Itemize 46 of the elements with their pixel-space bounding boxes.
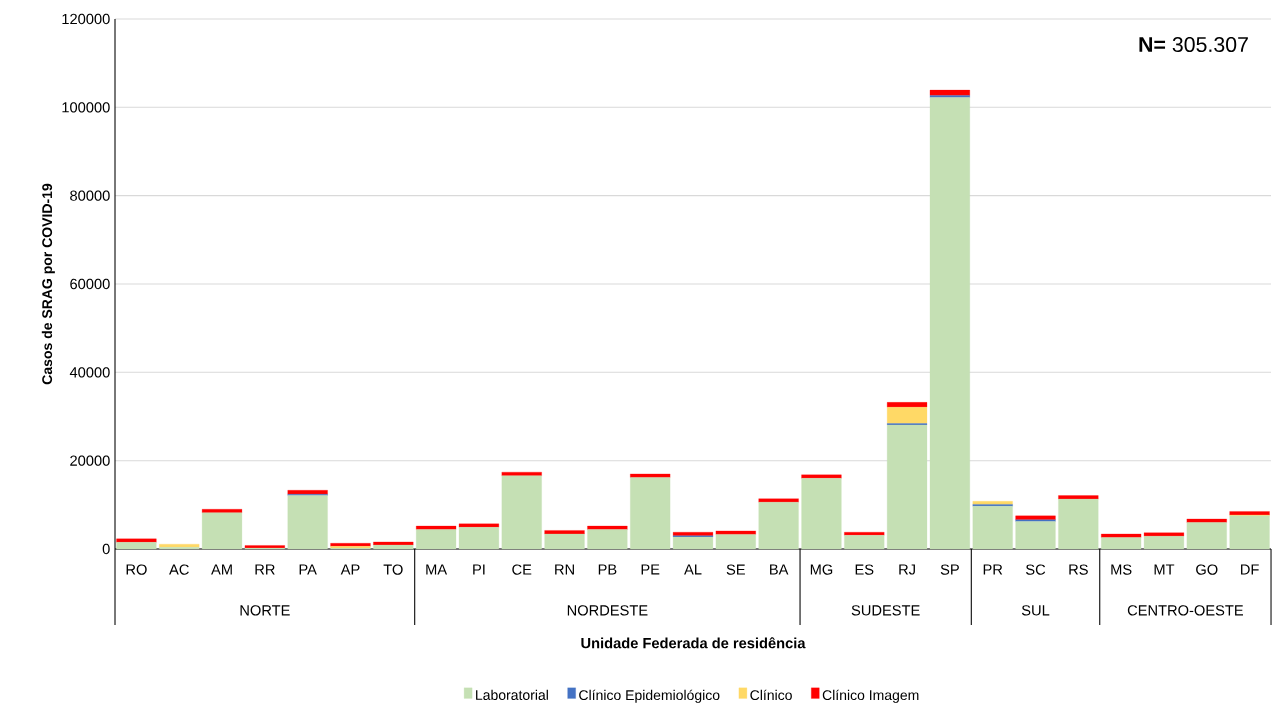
- text: NORDESTE: [567, 605, 648, 616]
- x-tick-label: PA: [299, 564, 317, 575]
- x-tick-label: RJ: [899, 564, 915, 575]
- x-tick-label: PE: [641, 564, 660, 575]
- y-tick-label: 60000: [70, 278, 110, 290]
- annotation: N= 305.307: [1139, 36, 1248, 53]
- x-tick-label: ES: [855, 564, 874, 575]
- x-tick-label: AC: [169, 564, 189, 575]
- x-tick-label: RN: [555, 564, 574, 575]
- legend-label: Clínico Imagem: [822, 689, 919, 703]
- y-axis-title: Casos de SRAG por COVID-19: [41, 183, 55, 385]
- legend-label: Clínico: [750, 689, 792, 701]
- x-tick-label: GO: [1196, 564, 1218, 575]
- y-tick-label: 80000: [70, 190, 110, 201]
- x-tick-label: MG: [810, 564, 833, 575]
- y-tick-label: 100000: [62, 102, 110, 113]
- y-tick-label: 0: [102, 543, 110, 555]
- y-tick-label: 20000: [70, 455, 110, 466]
- x-tick-label: MS: [1111, 564, 1132, 575]
- x-tick-label: TO: [383, 564, 403, 575]
- x-tick-label: DF: [1241, 564, 1259, 575]
- x-tick-label: PR: [983, 564, 1003, 575]
- x-tick-label: AM: [211, 564, 232, 575]
- y-tick-label: 40000: [69, 367, 110, 378]
- x-tick-label: RS: [1069, 564, 1088, 575]
- x-tick-label: CE: [512, 564, 532, 575]
- x-tick-label: BA: [770, 564, 789, 575]
- text: SUL: [1021, 605, 1050, 616]
- x-tick-label: AL: [684, 564, 702, 575]
- x-axis-title: Unidade Federada de residência: [581, 637, 806, 649]
- legend-label: Clínico Epidemiológico: [579, 689, 720, 703]
- x-tick-label: AP: [340, 564, 360, 575]
- x-tick-label: MA: [426, 564, 448, 575]
- x-tick-label: PI: [473, 564, 485, 575]
- y-tick-label: 120000: [62, 13, 110, 25]
- text: SUDESTE: [851, 605, 920, 616]
- x-tick-label: RO: [126, 564, 147, 575]
- x-tick-label: RR: [255, 564, 275, 575]
- x-tick-label: MT: [1154, 564, 1175, 575]
- text: CENTRO-OESTE: [1127, 605, 1243, 616]
- x-tick-label: SP: [940, 564, 959, 575]
- text: NORTE: [240, 605, 290, 616]
- x-tick-label: SE: [726, 564, 745, 575]
- x-tick-label: SC: [1026, 564, 1046, 575]
- x-tick-label: PB: [598, 564, 617, 575]
- legend-label: Laboratorial: [476, 689, 548, 701]
